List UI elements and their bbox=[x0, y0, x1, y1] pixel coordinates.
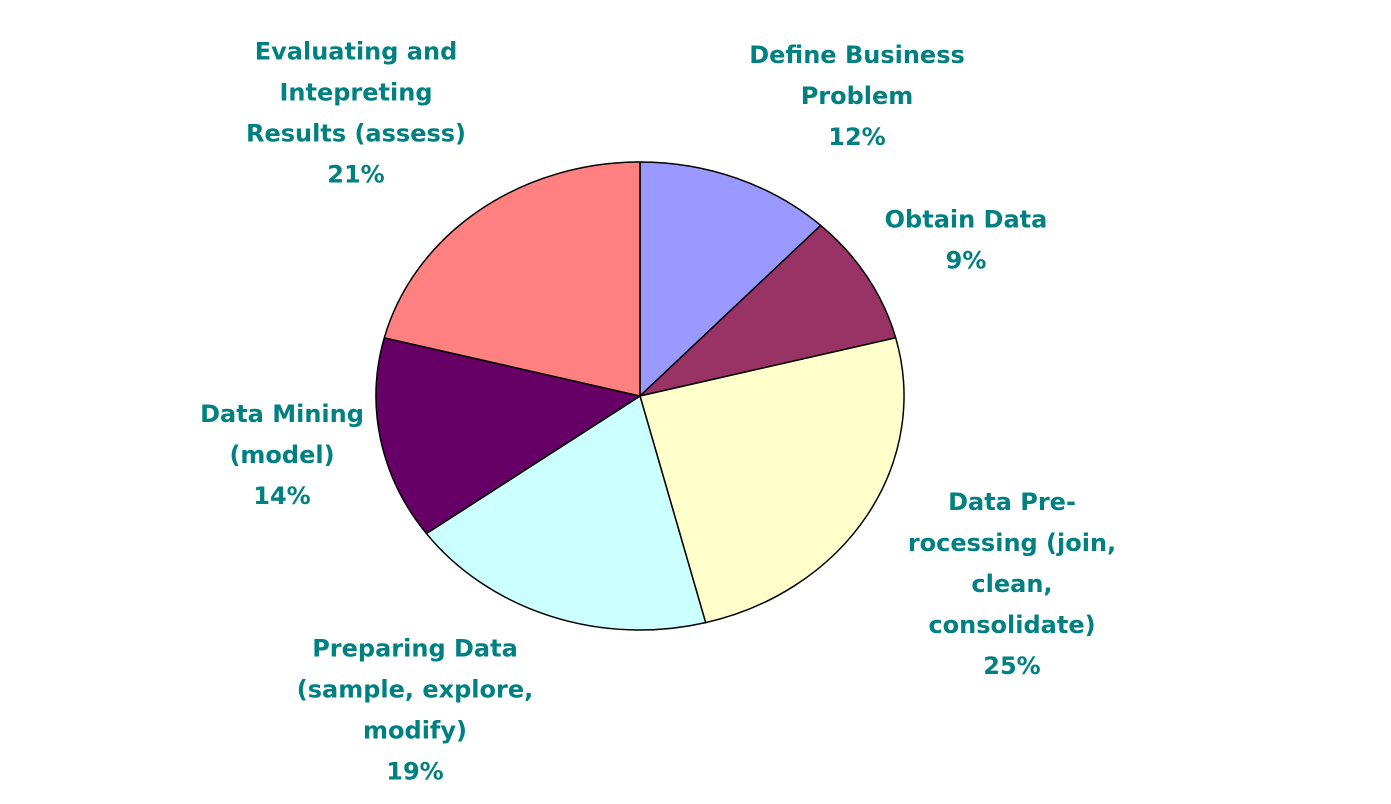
slice-category-label: (model) bbox=[229, 441, 334, 469]
slice-category-label: consolidate) bbox=[928, 611, 1095, 639]
slice-label-data-pre-rocessing-join-clean-consolidate: Data Pre-rocessing (join, clean, consolida… bbox=[908, 488, 1116, 680]
pie-slice-preparing-data-sample-explore-modify bbox=[425, 395, 707, 631]
slice-label-obtain-data: Obtain Data 9% bbox=[885, 206, 1048, 275]
slice-category-label: Preparing Data bbox=[312, 635, 518, 663]
slice-value-label: 19% bbox=[386, 758, 443, 786]
slice-value-label: 12% bbox=[828, 123, 885, 151]
slice-value-label: 21% bbox=[327, 161, 384, 189]
pie-slice-define-business-problem bbox=[639, 161, 822, 397]
slice-category-label: Intepreting bbox=[279, 79, 432, 107]
slice-label-evaluating-and-intepreting-results-assess: Evaluating and Intepreting Results (assess… bbox=[246, 38, 466, 189]
labels-layer: Define Business Problem 12% Obtain Data 9% Da… bbox=[200, 38, 1116, 786]
slice-value-label: 25% bbox=[983, 652, 1040, 680]
slice-category-label: Problem bbox=[801, 82, 914, 110]
slices-layer bbox=[375, 161, 905, 631]
slice-label-preparing-data-sample-explore-modify: Preparing Data (sample, explore, modify) 19… bbox=[297, 635, 534, 786]
slice-category-label: modify) bbox=[363, 717, 467, 745]
slice-category-label: Data Mining bbox=[200, 400, 364, 428]
pie-slice-obtain-data bbox=[639, 224, 897, 397]
slice-value-label: 14% bbox=[253, 482, 310, 510]
slice-value-label: 9% bbox=[946, 247, 987, 275]
slice-category-label: Results (assess) bbox=[246, 120, 466, 148]
pie-slice-data-mining-model bbox=[375, 337, 641, 535]
pie-slice-data-pre-rocessing-join-clean-consolidate bbox=[639, 337, 905, 624]
slice-category-label: Data Pre- bbox=[948, 488, 1076, 516]
slice-label-data-mining-model: Data Mining (model) 14% bbox=[200, 400, 364, 510]
slice-category-label: clean, bbox=[971, 570, 1052, 598]
slice-category-label: Define Business bbox=[749, 41, 965, 69]
slice-category-label: Obtain Data bbox=[885, 206, 1048, 234]
slice-category-label: rocessing (join, bbox=[908, 529, 1116, 557]
slice-category-label: (sample, explore, bbox=[297, 676, 534, 704]
slice-category-label: Evaluating and bbox=[255, 38, 458, 66]
slice-label-define-business-problem: Define Business Problem 12% bbox=[749, 41, 965, 151]
pie-slice-evaluating-and-intepreting-results-assess bbox=[383, 161, 641, 397]
